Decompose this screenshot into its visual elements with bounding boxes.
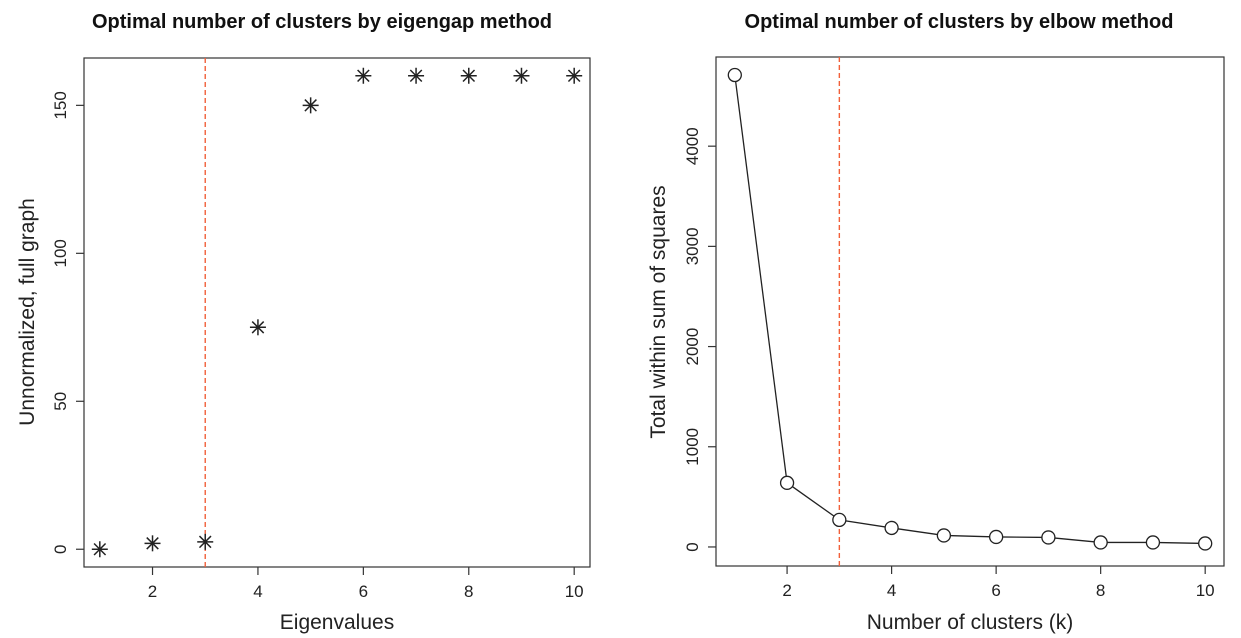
data-point [1198,536,1213,551]
y-tick-label: 4000 [683,127,702,165]
data-point [988,529,1004,545]
data-point [408,67,425,84]
data-point [355,67,372,84]
x-tick-label: 8 [464,582,473,601]
data-point [513,67,530,84]
y-tick-label: 100 [51,239,70,267]
elbow-panel: Optimal number of clusters by elbow meth… [647,11,1225,634]
eigengap-plot-frame [83,57,591,568]
eigengap-points [91,67,583,558]
x-tick-label: 8 [1096,581,1105,600]
elbow-points [727,67,1213,551]
y-tick-label: 3000 [683,227,702,265]
data-point [884,520,899,536]
elbow-series-line-group [734,74,1206,545]
data-point [727,67,742,83]
elbow-x-axis: 2 4 6 8 10 [782,566,1215,600]
elbow-y-axis-label: Total within sum of squares [647,185,670,438]
eigengap-y-axis-label: Unnormalized, full graph [16,198,39,426]
data-point [302,97,319,114]
x-tick-label: 4 [887,581,896,600]
x-tick-label: 2 [782,581,791,600]
x-tick-label: 10 [565,582,584,601]
y-tick-label: 2000 [683,328,702,366]
data-point [1093,535,1108,550]
elbow-plot-frame [715,56,1225,567]
y-tick-label: 0 [51,545,70,554]
x-tick-label: 10 [1196,581,1215,600]
data-point [1145,535,1161,550]
series-line [734,74,1206,545]
y-tick-label: 0 [683,542,702,551]
x-tick-label: 6 [359,582,368,601]
data-point [936,528,952,543]
x-tick-label: 6 [991,581,1000,600]
y-tick-label: 50 [51,392,70,411]
eigengap-x-axis-label: Eigenvalues [280,611,394,634]
y-tick-label: 1000 [683,428,702,466]
data-point [91,541,108,558]
data-point [144,535,161,552]
eigengap-x-axis: 2 4 6 8 10 [148,567,584,601]
data-point [1041,530,1056,545]
eigengap-chart-title: Optimal number of clusters by eigengap m… [92,11,552,33]
x-tick-label: 2 [148,582,157,601]
elbow-y-axis: 0 1000 2000 3000 4000 [683,127,716,552]
data-point [779,475,795,490]
data-point [249,319,266,336]
data-point [832,512,847,528]
data-point [460,67,477,84]
eigengap-panel: Optimal number of clusters by eigengap m… [16,11,591,634]
elbow-x-axis-label: Number of clusters (k) [867,611,1074,634]
x-tick-label: 4 [253,582,262,601]
eigengap-y-axis: 0 50 100 150 [51,91,84,554]
y-tick-label: 150 [51,91,70,119]
data-point [197,533,214,550]
elbow-chart-title: Optimal number of clusters by elbow meth… [745,11,1174,33]
data-point [566,67,583,84]
